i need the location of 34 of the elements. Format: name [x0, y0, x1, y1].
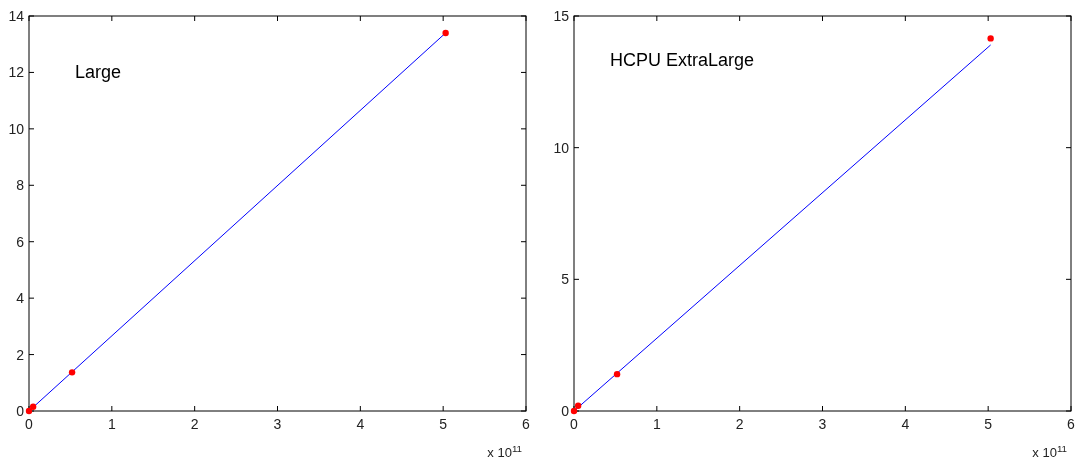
point — [987, 35, 994, 42]
y-tick-label: 10 — [8, 120, 25, 137]
y-tick-label: 0 — [16, 403, 25, 419]
y-tick-label: 14 — [8, 8, 25, 24]
x-tick-label: 6 — [522, 416, 531, 432]
text: x 10$^{11}$ — [1032, 442, 1067, 459]
y-tick-label: 10 — [553, 139, 570, 156]
y-tick-label: 4 — [16, 290, 25, 307]
point — [442, 29, 449, 37]
text: Large — [75, 62, 122, 82]
x-tick-label: 4 — [901, 416, 910, 432]
x-tick-label: 1 — [652, 416, 661, 432]
y-tick-label: 5 — [561, 271, 570, 288]
point — [613, 370, 621, 378]
x-tick-label: 1 — [107, 416, 116, 432]
text: x 10$^{11}$ — [487, 442, 522, 459]
y-tick-label: 15 — [553, 8, 570, 24]
y-tick-label: 0 — [561, 403, 570, 419]
x-tick-label: 2 — [190, 416, 199, 432]
y-tick-label: 6 — [16, 233, 25, 250]
x-tick-label: 6 — [1067, 416, 1076, 432]
x-tick-label: 4 — [356, 416, 365, 432]
x-tick-label: 3 — [818, 416, 827, 432]
y-tick-label: 8 — [16, 177, 25, 194]
point — [29, 403, 37, 410]
text: HCPU ExtraLarge — [610, 50, 755, 70]
y-tick-label: 2 — [16, 346, 25, 363]
y-tick-label: 12 — [8, 64, 25, 81]
x-tick-label: 5 — [439, 416, 448, 432]
x-tick-label: 5 — [984, 416, 993, 432]
point — [574, 402, 582, 409]
x-tick-label: 2 — [735, 416, 744, 432]
x-tick-label: 3 — [273, 416, 282, 432]
point — [68, 369, 76, 376]
